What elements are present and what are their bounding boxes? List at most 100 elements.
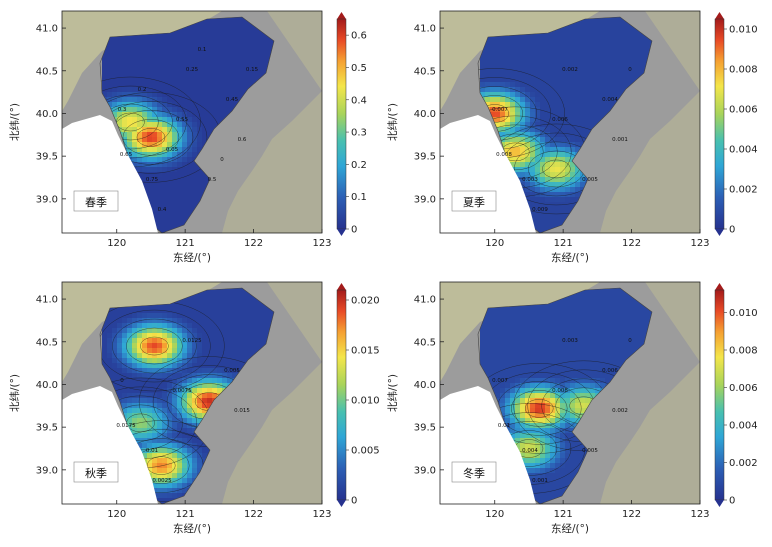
field-cell: [162, 378, 168, 384]
field-cell: [525, 62, 531, 68]
field-cell: [247, 67, 253, 73]
field-cell: [152, 483, 158, 489]
field-cell: [530, 37, 536, 43]
field-cell: [137, 132, 143, 138]
field-cell: [102, 62, 108, 68]
field-cell: [212, 323, 218, 329]
field-cell: [550, 217, 556, 223]
field-cell: [167, 162, 173, 168]
field-cell: [222, 308, 228, 314]
field-cell: [127, 62, 133, 68]
field-cell: [177, 147, 183, 153]
field-cell: [182, 303, 188, 309]
field-cell: [182, 348, 188, 354]
field-cell: [247, 62, 253, 68]
field-cell: [535, 187, 541, 193]
field-cell: [575, 47, 581, 53]
field-cell: [535, 112, 541, 118]
field-cell: [157, 162, 163, 168]
field-cell: [157, 77, 163, 83]
field-cell: [112, 343, 118, 349]
field-cell: [147, 117, 153, 123]
field-cell: [157, 428, 163, 434]
field-cell: [162, 348, 168, 354]
field-cell: [545, 172, 551, 178]
field-cell: [172, 418, 178, 424]
field-cell: [555, 122, 561, 128]
field-cell: [107, 72, 113, 78]
field-cell: [147, 107, 153, 113]
field-cell: [132, 408, 138, 414]
field-cell: [535, 212, 541, 218]
field-cell: [157, 107, 163, 113]
field-cell: [157, 72, 163, 78]
field-cell: [625, 303, 631, 309]
field-cell: [182, 463, 188, 469]
field-cell: [177, 187, 183, 193]
contour-label: 0.1: [198, 47, 207, 53]
field-cell: [212, 37, 218, 43]
field-cell: [267, 323, 273, 329]
field-cell: [600, 27, 606, 33]
field-cell: [162, 448, 168, 454]
field-cell: [132, 363, 138, 369]
field-cell: [555, 67, 561, 73]
field-cell: [137, 87, 143, 93]
field-cell: [570, 77, 576, 83]
field-cell: [207, 122, 213, 128]
field-cell: [167, 187, 173, 193]
field-cell: [525, 42, 531, 48]
field-cell: [510, 102, 516, 108]
field-cell: [122, 408, 128, 414]
field-cell: [167, 212, 173, 218]
field-cell: [187, 192, 193, 198]
field-cell: [555, 62, 561, 68]
field-cell: [515, 142, 521, 148]
field-cell: [550, 127, 556, 133]
field-cell: [157, 488, 163, 494]
field-cell: [495, 122, 501, 128]
field-cell: [555, 117, 561, 123]
field-cell: [645, 42, 651, 48]
field-cell: [560, 62, 566, 68]
field-cell: [167, 217, 173, 223]
field-cell: [217, 368, 223, 374]
field-cell: [157, 348, 163, 354]
field-cell: [525, 97, 531, 103]
field-cell: [575, 293, 581, 299]
plot-frame: [439, 10, 701, 234]
field-cell: [505, 122, 511, 128]
field-cell: [575, 102, 581, 108]
field-cell: [157, 423, 163, 429]
field-cell: [575, 147, 581, 153]
field-cell: [565, 52, 571, 58]
field-cell: [152, 343, 158, 349]
field-cell: [252, 338, 258, 344]
field-cell: [262, 328, 268, 334]
field-cell: [157, 102, 163, 108]
field-cell: [107, 338, 113, 344]
field-cell: [142, 77, 148, 83]
field-cell: [530, 67, 536, 73]
field-cell: [182, 388, 188, 394]
contour-label: 0.05: [166, 147, 179, 153]
field-cell: [227, 303, 233, 309]
field-cell: [545, 82, 551, 88]
field-cell: [172, 127, 178, 133]
field-cell: [535, 87, 541, 93]
field-cell: [232, 47, 238, 53]
field-cell: [197, 22, 203, 28]
field-cell: [510, 117, 516, 123]
field-cell: [142, 408, 148, 414]
field-cell: [147, 358, 153, 364]
field-cell: [137, 112, 143, 118]
field-cell: [137, 413, 143, 419]
field-cell: [192, 403, 198, 409]
field-cell: [490, 87, 496, 93]
field-cell: [217, 47, 223, 53]
field-cell: [162, 428, 168, 434]
field-cell: [172, 373, 178, 379]
field-cell: [192, 102, 198, 108]
field-cell: [530, 82, 536, 88]
field-cell: [182, 57, 188, 63]
